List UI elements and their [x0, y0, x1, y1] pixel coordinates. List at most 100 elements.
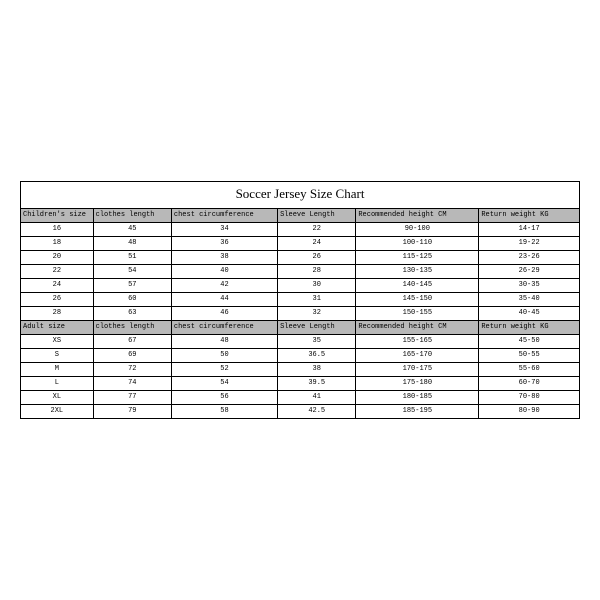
table-row: 1645342290-10014-17	[21, 223, 580, 237]
table-cell: 46	[171, 307, 277, 321]
table-cell: 30-35	[479, 279, 580, 293]
table-cell: 115-125	[356, 251, 479, 265]
table-cell: 79	[93, 405, 171, 419]
table-cell: 145-150	[356, 293, 479, 307]
table-cell: 80-90	[479, 405, 580, 419]
table-cell: 77	[93, 391, 171, 405]
table-cell: 32	[278, 307, 356, 321]
table-cell: 23-26	[479, 251, 580, 265]
table-cell: 150-155	[356, 307, 479, 321]
col-header: Recommended height CM	[356, 209, 479, 223]
table-cell: XS	[21, 335, 94, 349]
table-cell: 30	[278, 279, 356, 293]
table-cell: 16	[21, 223, 94, 237]
table-cell: 42.5	[278, 405, 356, 419]
table-cell: 72	[93, 363, 171, 377]
col-header: Children's size	[21, 209, 94, 223]
table-cell: 18	[21, 237, 94, 251]
table-cell: 20	[21, 251, 94, 265]
table-cell: 57	[93, 279, 171, 293]
table-cell: 38	[278, 363, 356, 377]
table-cell: 22	[21, 265, 94, 279]
table-cell: 70-80	[479, 391, 580, 405]
table-cell: 22	[278, 223, 356, 237]
table-cell: 51	[93, 251, 171, 265]
table-cell: 40-45	[479, 307, 580, 321]
table-cell: 69	[93, 349, 171, 363]
table-cell: 55-60	[479, 363, 580, 377]
table-cell: 34	[171, 223, 277, 237]
table-cell: 60-70	[479, 377, 580, 391]
table-cell: 28	[21, 307, 94, 321]
table-cell: S	[21, 349, 94, 363]
table-cell: 41	[278, 391, 356, 405]
table-cell: 40	[171, 265, 277, 279]
table-cell: 28	[278, 265, 356, 279]
table-row: 28634632150-15540-45	[21, 307, 580, 321]
table-cell: 155-165	[356, 335, 479, 349]
table-cell: 35-40	[479, 293, 580, 307]
chart-title: Soccer Jersey Size Chart	[20, 181, 580, 208]
col-header: Return weight KG	[479, 209, 580, 223]
table-cell: 60	[93, 293, 171, 307]
col-header: clothes length	[93, 209, 171, 223]
table-cell: 63	[93, 307, 171, 321]
table-cell: 90-100	[356, 223, 479, 237]
table-cell: M	[21, 363, 94, 377]
col-header: clothes length	[93, 321, 171, 335]
table-cell: 26	[21, 293, 94, 307]
table-cell: 52	[171, 363, 277, 377]
table-cell: 165-170	[356, 349, 479, 363]
table-cell: 56	[171, 391, 277, 405]
table-cell: 170-175	[356, 363, 479, 377]
table-cell: 54	[171, 377, 277, 391]
table-cell: 2XL	[21, 405, 94, 419]
size-chart-table: Children's size clothes length chest cir…	[20, 208, 580, 419]
table-cell: 24	[278, 237, 356, 251]
table-row: 26604431145-15035-40	[21, 293, 580, 307]
table-cell: 45	[93, 223, 171, 237]
col-header: Adult size	[21, 321, 94, 335]
table-cell: 14-17	[479, 223, 580, 237]
table-cell: 39.5	[278, 377, 356, 391]
table-row: M725238170-17555-60	[21, 363, 580, 377]
table-cell: 48	[171, 335, 277, 349]
table-row: 2XL795842.5185-19580-90	[21, 405, 580, 419]
table-cell: XL	[21, 391, 94, 405]
table-cell: 24	[21, 279, 94, 293]
table-cell: 26	[278, 251, 356, 265]
col-header: Return weight KG	[479, 321, 580, 335]
table-cell: 35	[278, 335, 356, 349]
table-cell: 67	[93, 335, 171, 349]
col-header: Sleeve Length	[278, 321, 356, 335]
table-cell: 50	[171, 349, 277, 363]
table-row: XL775641180-18570-80	[21, 391, 580, 405]
table-row: 18483624100-11019-22	[21, 237, 580, 251]
table-cell: 58	[171, 405, 277, 419]
adult-header-row: Adult size clothes length chest circumfe…	[21, 321, 580, 335]
col-header: chest circumference	[171, 209, 277, 223]
table-cell: 44	[171, 293, 277, 307]
table-cell: 100-110	[356, 237, 479, 251]
table-row: 20513826115-12523-26	[21, 251, 580, 265]
table-cell: 140-145	[356, 279, 479, 293]
table-cell: 50-55	[479, 349, 580, 363]
table-cell: 19-22	[479, 237, 580, 251]
table-row: S695036.5165-17050-55	[21, 349, 580, 363]
col-header: chest circumference	[171, 321, 277, 335]
table-cell: 175-180	[356, 377, 479, 391]
table-cell: 42	[171, 279, 277, 293]
table-cell: 185-195	[356, 405, 479, 419]
table-cell: 36	[171, 237, 277, 251]
table-cell: L	[21, 377, 94, 391]
children-header-row: Children's size clothes length chest cir…	[21, 209, 580, 223]
size-chart-sheet: Soccer Jersey Size Chart Children's size…	[20, 181, 580, 419]
table-cell: 48	[93, 237, 171, 251]
table-cell: 26-29	[479, 265, 580, 279]
table-row: XS674835155-16545-50	[21, 335, 580, 349]
table-row: L745439.5175-18060-70	[21, 377, 580, 391]
table-cell: 180-185	[356, 391, 479, 405]
col-header: Sleeve Length	[278, 209, 356, 223]
table-cell: 45-50	[479, 335, 580, 349]
table-cell: 74	[93, 377, 171, 391]
